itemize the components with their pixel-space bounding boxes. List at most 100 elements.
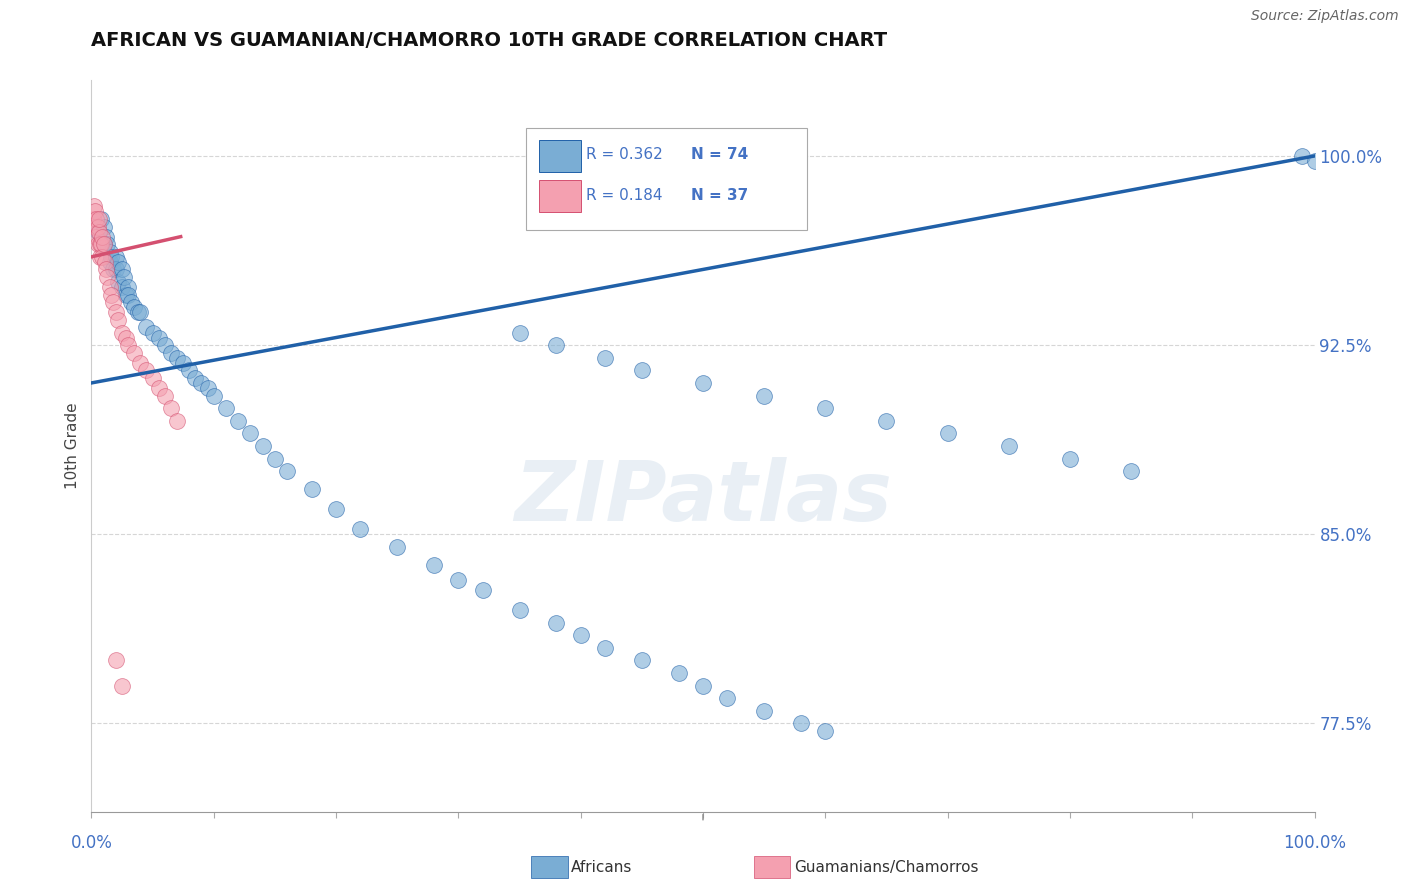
- Text: N = 74: N = 74: [690, 147, 748, 162]
- Point: [129, 356, 152, 370]
- Point: [546, 615, 568, 630]
- Point: [93, 237, 115, 252]
- Point: [111, 326, 134, 340]
- Point: [111, 262, 134, 277]
- Point: [1121, 464, 1143, 478]
- Point: [593, 640, 616, 655]
- Point: [1291, 149, 1313, 163]
- Text: N = 37: N = 37: [690, 187, 748, 202]
- Point: [190, 376, 212, 390]
- Text: Source: ZipAtlas.com: Source: ZipAtlas.com: [1251, 9, 1399, 23]
- Point: [94, 229, 117, 244]
- Point: [89, 237, 111, 252]
- Point: [716, 691, 738, 706]
- Text: ZIPatlas: ZIPatlas: [515, 457, 891, 538]
- Point: [1303, 153, 1326, 168]
- Point: [349, 522, 371, 536]
- Point: [111, 280, 134, 294]
- Point: [252, 439, 274, 453]
- Point: [84, 212, 107, 227]
- Point: [82, 212, 104, 227]
- Point: [179, 363, 201, 377]
- Point: [103, 262, 125, 277]
- Point: [631, 653, 654, 667]
- Y-axis label: 10th Grade: 10th Grade: [65, 402, 80, 490]
- Point: [87, 212, 110, 227]
- Text: Africans: Africans: [571, 860, 633, 874]
- Point: [160, 401, 183, 416]
- Point: [692, 679, 714, 693]
- Point: [141, 326, 163, 340]
- Point: [447, 573, 470, 587]
- Point: [91, 250, 114, 264]
- Point: [89, 250, 111, 264]
- Point: [93, 219, 115, 234]
- Point: [471, 582, 494, 597]
- Point: [120, 295, 142, 310]
- Point: [84, 204, 107, 219]
- Point: [569, 628, 592, 642]
- Point: [98, 280, 121, 294]
- Point: [202, 388, 225, 402]
- Point: [98, 244, 121, 259]
- Text: 100.0%: 100.0%: [1284, 834, 1346, 852]
- Point: [423, 558, 446, 572]
- Point: [692, 376, 714, 390]
- Point: [117, 287, 139, 301]
- Point: [301, 482, 323, 496]
- Point: [141, 371, 163, 385]
- FancyBboxPatch shape: [538, 139, 581, 171]
- Point: [754, 388, 776, 402]
- Point: [754, 704, 776, 718]
- Point: [96, 270, 118, 285]
- Point: [107, 255, 129, 269]
- Point: [875, 414, 898, 428]
- Point: [160, 345, 183, 359]
- Point: [184, 371, 207, 385]
- Point: [215, 401, 238, 416]
- Point: [135, 363, 157, 377]
- Point: [98, 255, 121, 269]
- Point: [1059, 451, 1081, 466]
- Point: [91, 229, 114, 244]
- Point: [122, 345, 145, 359]
- Point: [325, 502, 347, 516]
- Point: [166, 414, 188, 428]
- Point: [264, 451, 287, 466]
- Point: [104, 653, 127, 667]
- Point: [117, 338, 139, 352]
- Point: [148, 330, 170, 344]
- Point: [86, 219, 108, 234]
- Point: [87, 225, 110, 239]
- Text: R = 0.184: R = 0.184: [585, 187, 662, 202]
- Point: [593, 351, 616, 365]
- Point: [104, 262, 127, 277]
- Text: Guamanians/Chamorros: Guamanians/Chamorros: [794, 860, 979, 874]
- Point: [814, 724, 837, 739]
- FancyBboxPatch shape: [538, 180, 581, 212]
- Point: [86, 225, 108, 239]
- Point: [276, 464, 298, 478]
- Point: [96, 237, 118, 252]
- Point: [84, 219, 107, 234]
- Point: [112, 270, 135, 285]
- Point: [107, 275, 129, 289]
- Text: 0.0%: 0.0%: [70, 834, 112, 852]
- Point: [100, 250, 122, 264]
- Point: [94, 262, 117, 277]
- Point: [998, 439, 1021, 453]
- Text: AFRICAN VS GUAMANIAN/CHAMORRO 10TH GRADE CORRELATION CHART: AFRICAN VS GUAMANIAN/CHAMORRO 10TH GRADE…: [91, 31, 887, 50]
- Point: [790, 716, 813, 731]
- Point: [117, 280, 139, 294]
- Point: [114, 330, 136, 344]
- Point: [122, 300, 145, 314]
- Point: [668, 665, 690, 680]
- Point: [129, 305, 152, 319]
- Point: [172, 356, 194, 370]
- Point: [509, 326, 531, 340]
- Point: [153, 388, 176, 402]
- Point: [90, 212, 112, 227]
- Point: [509, 603, 531, 617]
- Point: [93, 237, 115, 252]
- Point: [83, 199, 105, 213]
